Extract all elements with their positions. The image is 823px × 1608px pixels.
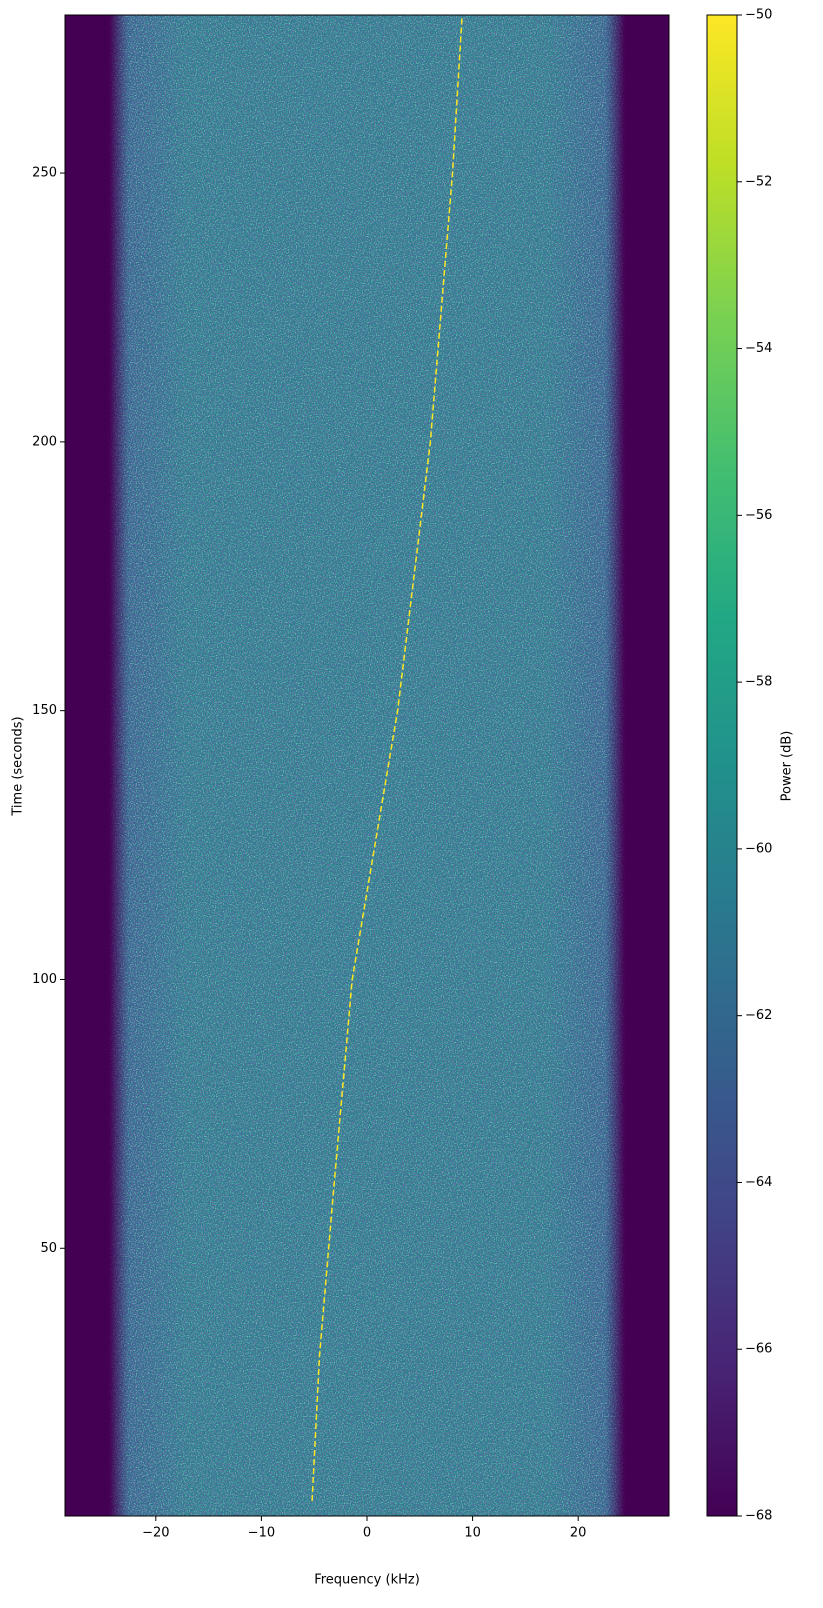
x-tick-label: 20: [570, 1526, 587, 1541]
colorbar-label: Power (dB): [780, 731, 795, 802]
x-tick-label: −10: [248, 1526, 275, 1541]
colorbar-tick-label: −56: [745, 508, 772, 523]
colorbar-tick-label: −58: [745, 675, 772, 690]
y-tick-label: 100: [32, 972, 57, 987]
colorbar-tick-label: −68: [745, 1509, 772, 1524]
y-axis-label: Time (seconds): [11, 716, 26, 816]
colorbar-tick-label: −52: [745, 174, 772, 189]
colorbar: [706, 14, 738, 1517]
y-tick-label: 250: [32, 166, 57, 181]
x-tick-label: 10: [464, 1526, 481, 1541]
noise-light: [65, 15, 669, 1516]
signal-trace: [311, 17, 463, 1501]
y-tick-label: 150: [32, 703, 57, 718]
plot: [311, 17, 463, 1501]
x-axis-label: Frequency (kHz): [314, 1573, 420, 1588]
colorbar-tick-label: −60: [745, 841, 772, 856]
y-tick-label: 50: [40, 1241, 57, 1256]
colorbar-tick-label: −62: [745, 1008, 772, 1023]
colorbar-tick-label: −54: [745, 341, 772, 356]
y-tick-label: 200: [32, 434, 57, 449]
colorbar-tick-label: −50: [745, 8, 772, 23]
noise: [65, 15, 669, 1516]
x-tick-label: 0: [363, 1526, 371, 1541]
x-tick-label: −20: [142, 1526, 169, 1541]
colorbar-tick-label: −64: [745, 1175, 772, 1190]
colorbar-tick-label: −66: [745, 1342, 772, 1357]
